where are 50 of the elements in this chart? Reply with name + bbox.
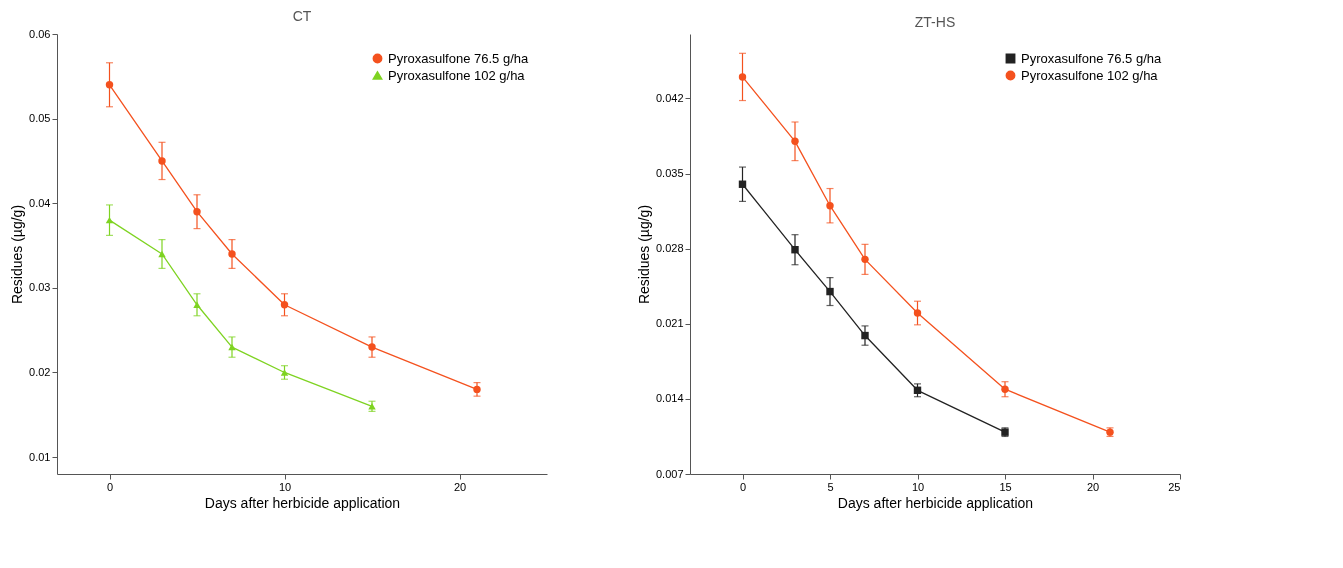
x-tick-label: 5	[827, 480, 834, 493]
x-tick-label: 20	[1086, 480, 1100, 493]
point	[193, 207, 201, 216]
chart-title: ZT-HS	[914, 14, 956, 30]
point	[228, 343, 236, 351]
y-tick-label: 0.007	[655, 467, 684, 480]
x-tick-label: 15	[999, 480, 1012, 493]
y-tick-label: 0.035	[655, 167, 684, 180]
legend-label: Pyroxasulfone 102 g/ha	[1021, 67, 1159, 83]
y-tick-label: 0.05	[29, 112, 51, 125]
point	[193, 301, 201, 308]
y-axis-title: Residues (µg/g)	[635, 204, 652, 305]
x-tick-label: 20	[453, 480, 467, 493]
point	[861, 255, 869, 264]
x-tick-label: 0	[106, 480, 114, 493]
point	[861, 331, 869, 340]
legend-label: Pyroxasulfone 102 g/ha	[388, 67, 526, 83]
y-tick-label: 0.028	[655, 242, 684, 255]
x-axis-title: Days after herbicide application	[837, 494, 1034, 511]
point	[791, 246, 799, 254]
x-tick-label: 10	[278, 480, 292, 493]
x-tick-label: 0	[739, 480, 747, 493]
point	[791, 137, 799, 146]
legend-label: Pyroxasulfone 76.5 g/ha	[388, 50, 529, 66]
point	[228, 250, 236, 258]
point	[158, 157, 166, 165]
x-axis-title: Days after herbicide application	[204, 494, 401, 511]
y-tick-label: 0.06	[29, 27, 51, 40]
point	[826, 287, 834, 296]
y-tick-label: 0.021	[655, 317, 684, 330]
point	[280, 301, 289, 309]
y-tick-label: 0.03	[29, 281, 51, 294]
x-tick-label: 25	[1168, 480, 1181, 493]
y-tick-label: 0.042	[655, 91, 684, 104]
point	[105, 81, 114, 89]
x-tick-label: 10	[911, 480, 925, 493]
y-tick-label: 0.04	[29, 196, 51, 209]
y-tick-label: 0.01	[29, 450, 51, 463]
y-axis-title: Residues (µg/g)	[9, 204, 26, 305]
y-tick-label: 0.02	[29, 365, 51, 378]
point	[826, 202, 834, 210]
point	[368, 343, 376, 351]
legend-label: Pyroxasulfone 76.5 g/ha	[1021, 50, 1162, 66]
point	[280, 369, 289, 376]
point	[1001, 385, 1009, 393]
y-tick-label: 0.014	[655, 392, 684, 405]
point	[158, 250, 166, 258]
point	[913, 309, 922, 317]
chart-title: CT	[292, 8, 312, 24]
point	[738, 73, 747, 81]
